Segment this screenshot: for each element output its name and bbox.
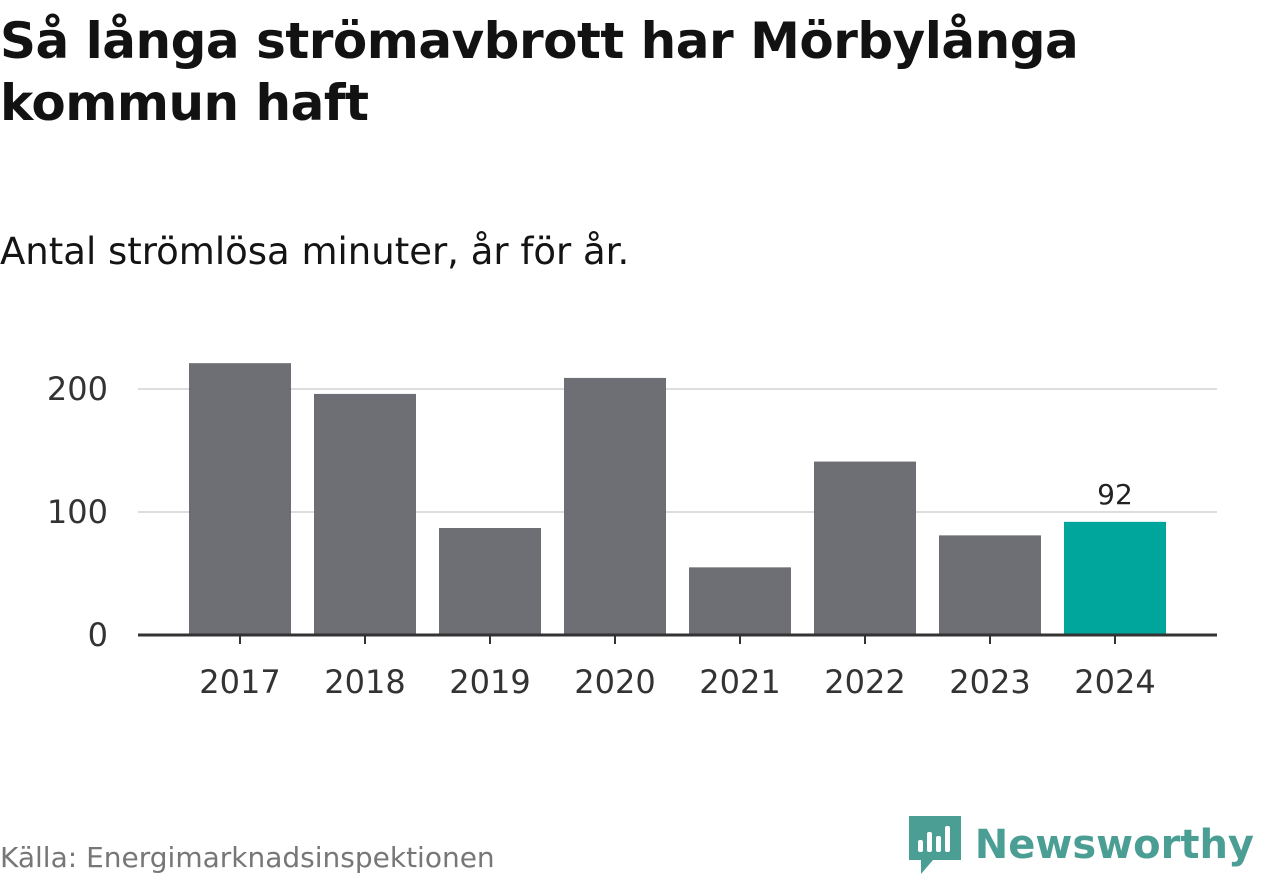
y-axis-ticks: 0 100 200 <box>47 370 108 654</box>
source-note: Källa: Energimarknadsinspektionen <box>0 841 495 874</box>
bars <box>189 363 1166 635</box>
x-tick-label: 2017 <box>199 663 280 701</box>
data-label: 92 <box>1097 478 1133 511</box>
bar-2018 <box>314 393 416 635</box>
brand-name: Newsworthy <box>974 822 1254 868</box>
bar-2022 <box>814 461 916 635</box>
chart-subtitle: Antal strömlösa minuter, år för år. <box>0 230 630 273</box>
bar-2019 <box>439 527 541 635</box>
bar-2024 <box>1064 521 1166 635</box>
bar-2020 <box>564 377 666 635</box>
x-tick-label: 2024 <box>1074 663 1155 701</box>
x-tick-label: 2018 <box>324 663 405 701</box>
x-axis-ticks: 2017 2018 2019 2020 2021 2022 2023 2024 <box>199 635 1156 701</box>
newsworthy-logo-icon <box>908 816 961 874</box>
y-tick-label: 200 <box>47 370 108 408</box>
x-tick-label: 2019 <box>449 663 530 701</box>
bar-2017 <box>189 363 291 635</box>
y-tick-label: 0 <box>88 616 108 654</box>
brand-logo: Newsworthy <box>908 816 1254 874</box>
bar-2021 <box>689 567 791 635</box>
gridlines <box>138 388 1217 513</box>
x-tick-label: 2020 <box>574 663 655 701</box>
x-tick-label: 2021 <box>699 663 780 701</box>
x-tick-label: 2023 <box>949 663 1030 701</box>
bar-2023 <box>939 535 1041 635</box>
chart-title: Så långa strömavbrott har Mörbylånga kom… <box>0 12 1079 132</box>
x-tick-label: 2022 <box>824 663 905 701</box>
y-tick-label: 100 <box>47 493 108 531</box>
data-labels: 92 <box>1097 478 1133 511</box>
